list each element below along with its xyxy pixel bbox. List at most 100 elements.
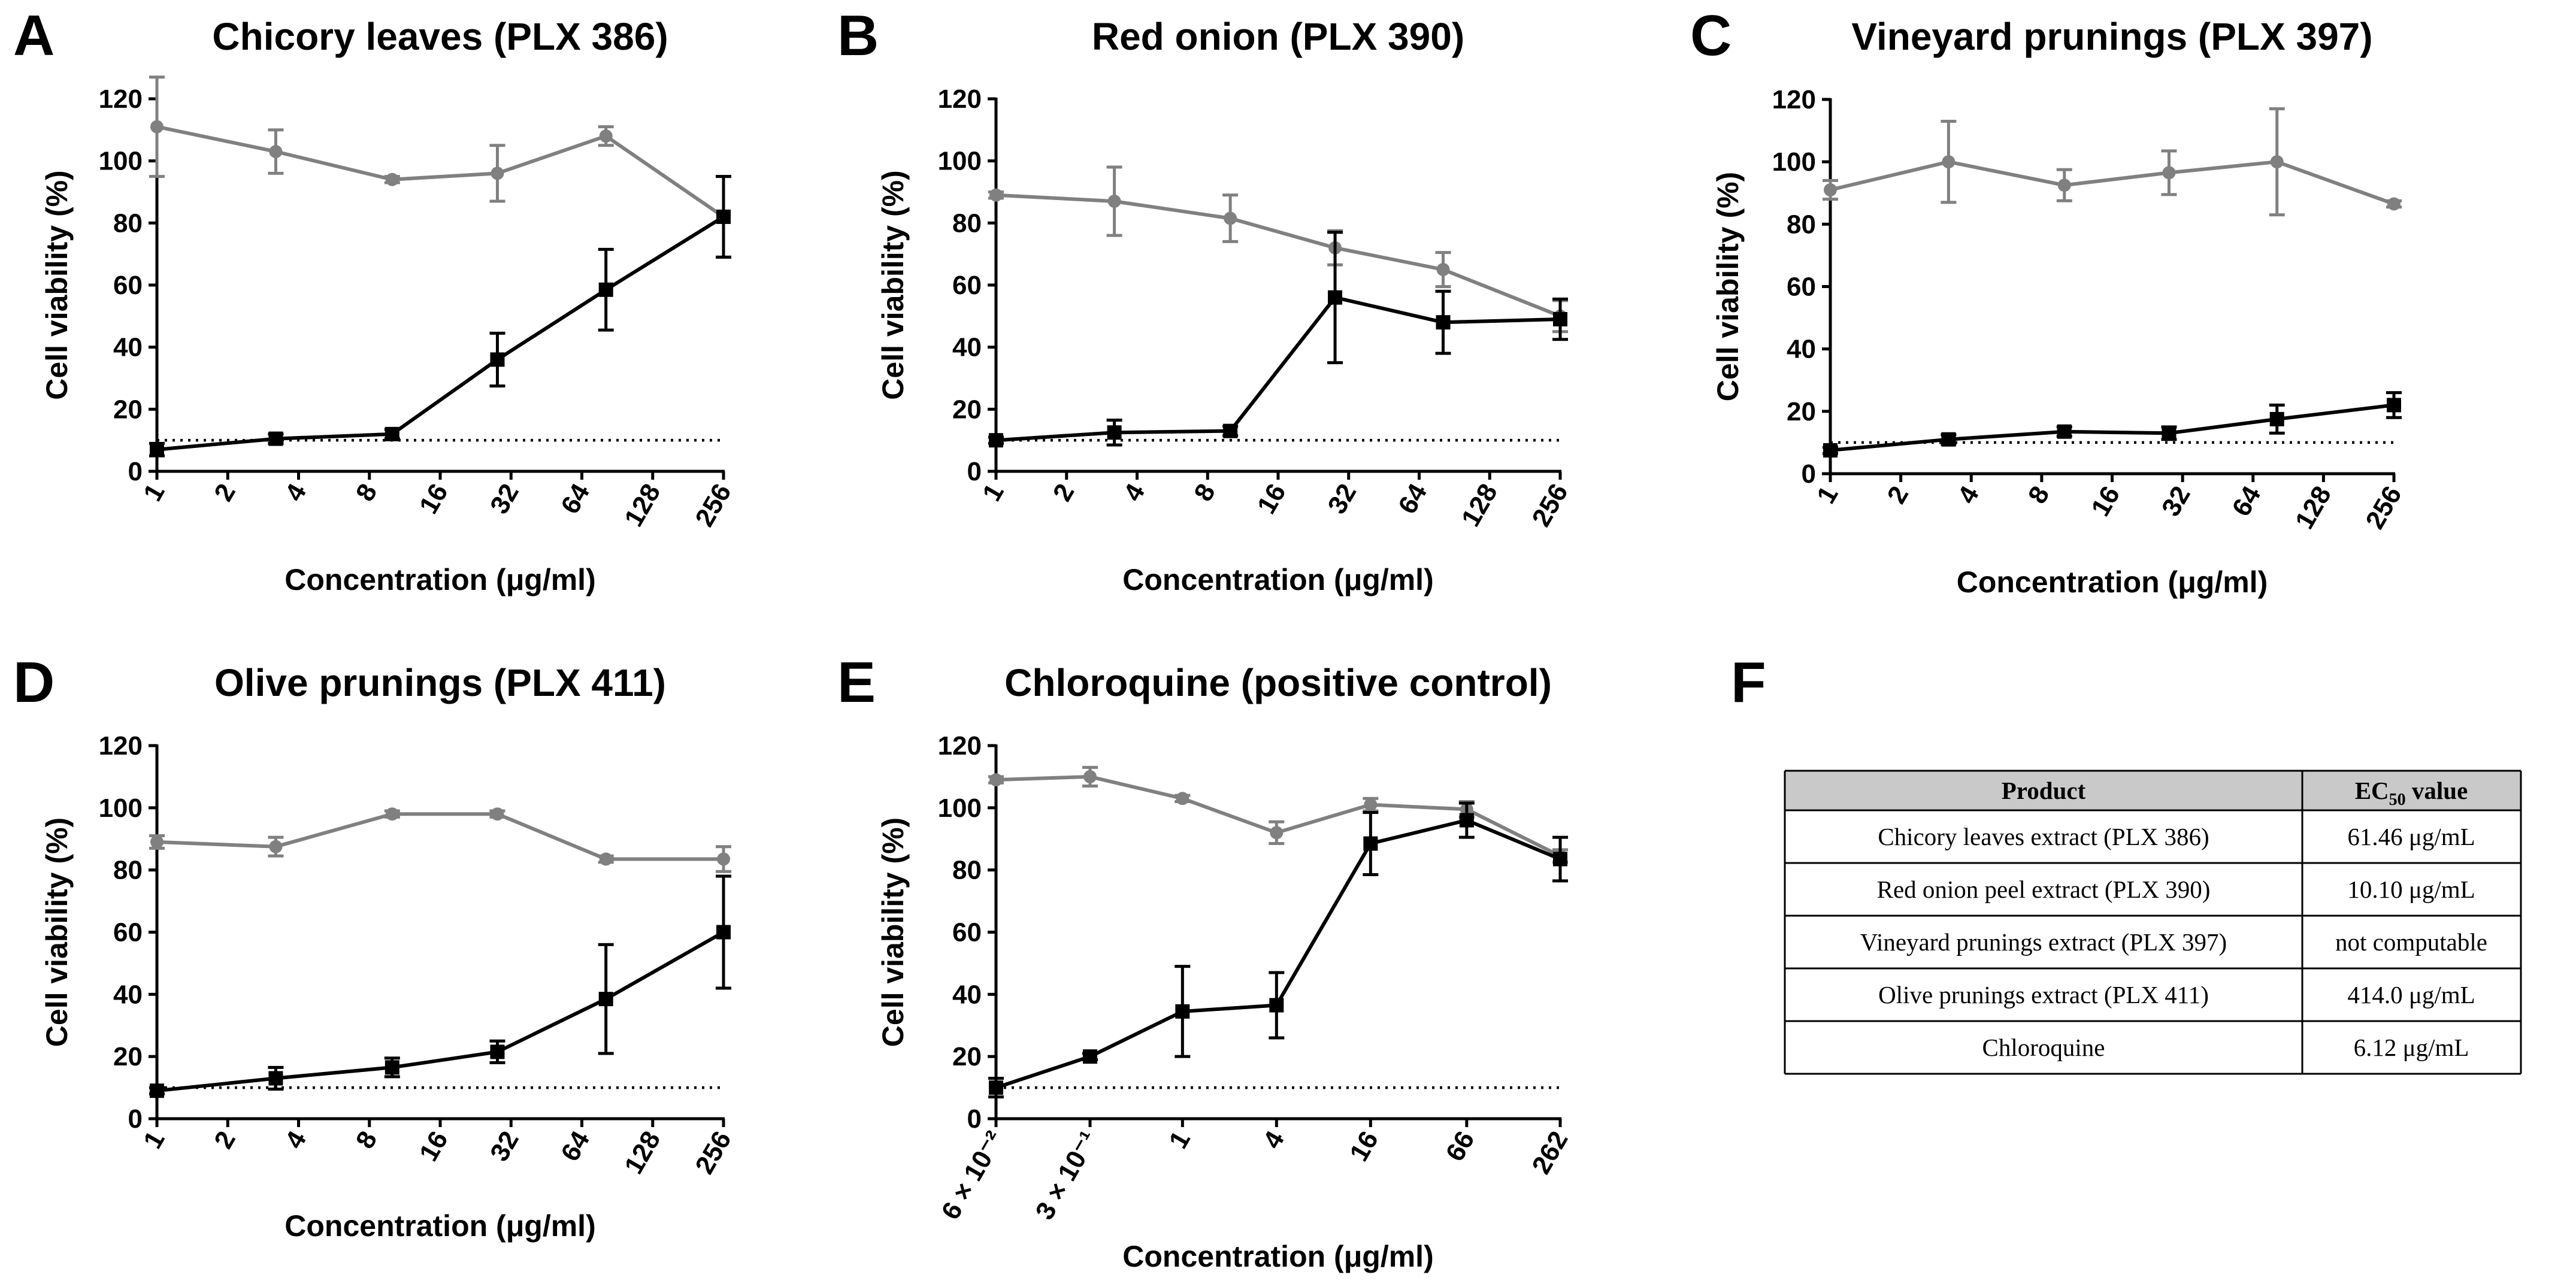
x-axis-label: Concentration (μg/ml) bbox=[284, 563, 595, 596]
ec50-table: Product EC50 value Chicory leaves extrac… bbox=[1784, 770, 2522, 1075]
x-tick-label: 8 bbox=[350, 1126, 383, 1154]
data-point bbox=[989, 1080, 1003, 1095]
y-axis-label: Cell viability (%) bbox=[40, 170, 74, 399]
data-point bbox=[989, 433, 1003, 448]
panel-label: C bbox=[1690, 4, 1732, 68]
y-axis-label: Cell viability (%) bbox=[1711, 172, 1745, 401]
x-tick-label: 16 bbox=[414, 479, 454, 519]
x-tick-label: 64 bbox=[2226, 481, 2266, 521]
data-point bbox=[150, 835, 164, 849]
y-tick-label: 40 bbox=[952, 333, 982, 362]
data-point bbox=[717, 852, 730, 866]
data-point bbox=[385, 1060, 399, 1075]
series-line bbox=[156, 812, 724, 861]
data-point bbox=[2162, 166, 2176, 180]
x-tick-label: 4 bbox=[1257, 1126, 1290, 1153]
panel-b: B Red onion (PLX 390) 0 20 40 60 80 100 120 1 2 4 8 1… bbox=[837, 4, 1574, 596]
data-point bbox=[1083, 1049, 1098, 1064]
data-point bbox=[385, 426, 399, 441]
data-point bbox=[1107, 425, 1122, 440]
data-point bbox=[1176, 792, 1189, 805]
x-axis-label: Concentration (μg/ml) bbox=[1122, 563, 1433, 596]
x-tick-label: 256 bbox=[690, 479, 737, 532]
y-tick-label: 80 bbox=[952, 856, 982, 885]
series-black-square bbox=[149, 175, 731, 458]
x-tick-label: 8 bbox=[2023, 482, 2056, 509]
x-tick-label: 8 bbox=[350, 479, 383, 507]
x-tick-label: 4 bbox=[1118, 479, 1151, 506]
x-tick-label: 4 bbox=[279, 1126, 312, 1153]
y-tick-label: 0 bbox=[1802, 459, 1816, 489]
y-tick-label: 0 bbox=[128, 1104, 143, 1134]
series-black-square bbox=[149, 874, 731, 1098]
data-point bbox=[1823, 443, 1838, 458]
series-line bbox=[995, 193, 1561, 318]
x-tick-label: 128 bbox=[2290, 482, 2337, 534]
x-tick-label: 2 bbox=[1048, 479, 1080, 507]
table-cell-value: 10.10 μg/mL bbox=[2347, 876, 2475, 903]
data-point bbox=[1459, 813, 1474, 828]
x-tick-label: 32 bbox=[1322, 479, 1362, 519]
panel-label: B bbox=[837, 4, 879, 68]
x-tick-label: 256 bbox=[2360, 482, 2408, 534]
series-black-square bbox=[1823, 391, 2402, 458]
x-tick-label: 256 bbox=[690, 1126, 737, 1179]
panel-label: E bbox=[837, 650, 876, 714]
series-gray-circle bbox=[149, 75, 731, 259]
x-tick-label: 16 bbox=[1252, 479, 1292, 519]
x-tick-label: 1 bbox=[138, 479, 171, 507]
data-point bbox=[2387, 197, 2401, 211]
chart-title: Chicory leaves (PLX 386) bbox=[212, 15, 668, 58]
y-tick-label: 60 bbox=[952, 271, 982, 300]
data-point bbox=[2269, 411, 2284, 426]
y-tick-label: 80 bbox=[113, 208, 143, 238]
series-gray-circle bbox=[1823, 107, 2402, 217]
panel-e: E Chloroquine (positive control) 0 20 40 60 80… bbox=[837, 650, 1574, 1273]
series-black-square bbox=[988, 231, 1568, 448]
y-tick-label: 60 bbox=[952, 918, 982, 947]
table-cell-product: Chloroquine bbox=[1982, 1034, 2105, 1061]
data-point bbox=[716, 209, 731, 224]
x-tick-label: 3 × 10⁻¹ bbox=[1030, 1126, 1104, 1225]
y-axis-label: Cell viability (%) bbox=[876, 170, 910, 399]
y-tick-label: 100 bbox=[938, 794, 982, 823]
data-point bbox=[1175, 1004, 1190, 1019]
y-tick-label: 120 bbox=[1772, 85, 1816, 114]
y-tick-label: 80 bbox=[952, 208, 982, 238]
y-axis-label: Cell viability (%) bbox=[40, 817, 74, 1047]
panel-d: D Olive prunings (PLX 411) 0 20 40 60 80 100 120… bbox=[13, 650, 737, 1243]
x-tick-label: 2 bbox=[208, 1126, 241, 1154]
data-point bbox=[150, 1083, 164, 1098]
table-header-product: Product bbox=[2002, 777, 2086, 804]
y-tick-label: 60 bbox=[1787, 272, 1816, 302]
series-line bbox=[995, 818, 1561, 1089]
y-tick-label: 100 bbox=[1772, 147, 1816, 177]
data-point bbox=[1824, 183, 1837, 197]
y-tick-label: 120 bbox=[99, 731, 143, 761]
data-point bbox=[2057, 178, 2071, 192]
data-point bbox=[2270, 155, 2284, 169]
data-point bbox=[1553, 312, 1567, 327]
x-tick-label: 128 bbox=[619, 479, 666, 532]
y-tick-label: 100 bbox=[99, 147, 143, 176]
x-tick-label: 256 bbox=[1527, 479, 1574, 532]
series-line bbox=[156, 930, 725, 1093]
series-line bbox=[1830, 403, 2395, 452]
data-point bbox=[490, 352, 505, 367]
y-tick-label: 40 bbox=[952, 980, 982, 1009]
data-point bbox=[490, 1044, 505, 1059]
x-tick-label: 32 bbox=[485, 1126, 525, 1167]
data-point bbox=[2162, 426, 2177, 441]
table-cell-value: 414.0 μg/mL bbox=[2347, 981, 2475, 1009]
chart-title: Chloroquine (positive control) bbox=[1004, 661, 1552, 704]
y-tick-label: 120 bbox=[938, 731, 982, 761]
x-tick-label: 8 bbox=[1188, 479, 1221, 507]
y-tick-label: 20 bbox=[952, 1042, 982, 1071]
series-gray-circle bbox=[149, 807, 731, 873]
x-tick-label: 16 bbox=[2085, 482, 2126, 522]
panel-label: A bbox=[13, 4, 55, 68]
table-cell-product: Chicory leaves extract (PLX 386) bbox=[1878, 823, 2209, 850]
data-point bbox=[1942, 155, 1956, 169]
data-point bbox=[1364, 798, 1378, 811]
